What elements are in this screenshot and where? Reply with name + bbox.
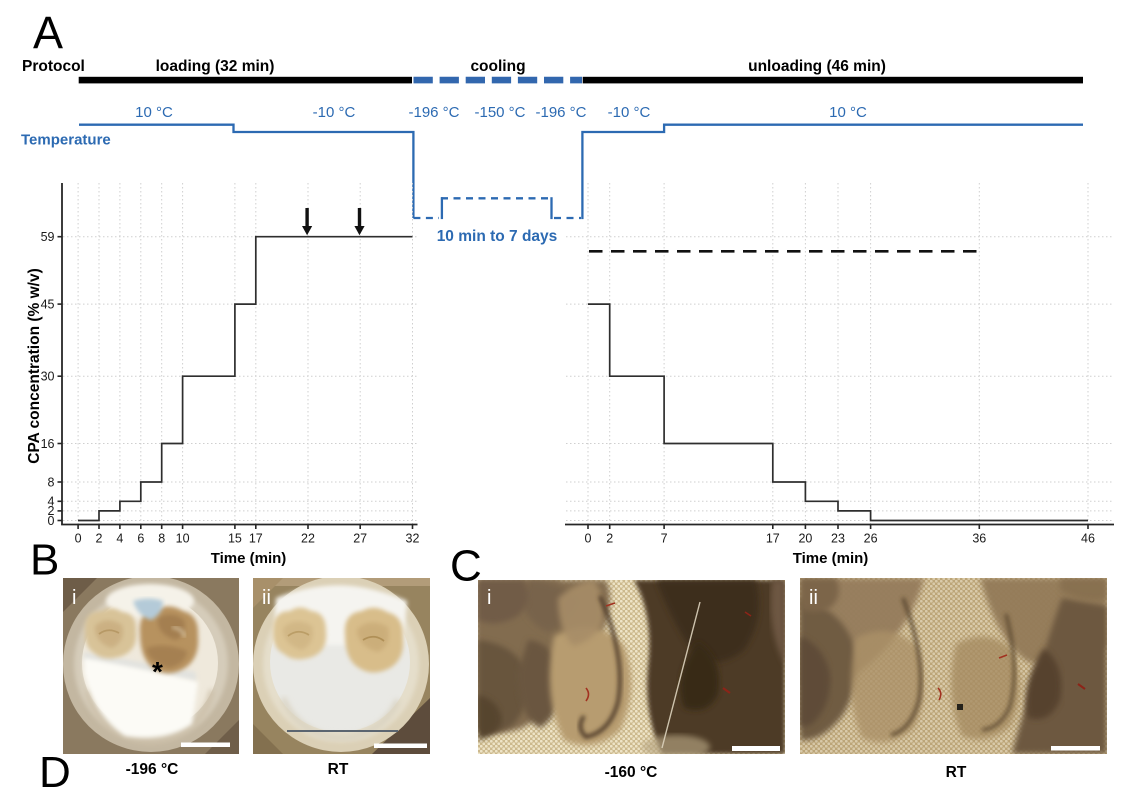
- svg-text:ii: ii: [262, 587, 271, 609]
- svg-text:-10 °C: -10 °C: [313, 104, 356, 121]
- svg-text:i: i: [72, 587, 76, 609]
- svg-text:RT: RT: [328, 761, 349, 778]
- svg-text:10: 10: [176, 532, 190, 546]
- svg-text:8: 8: [158, 532, 165, 546]
- svg-text:D: D: [39, 748, 71, 788]
- svg-text:Time (min): Time (min): [793, 550, 869, 567]
- svg-text:10 min to 7 days: 10 min to 7 days: [437, 228, 558, 245]
- svg-text:22: 22: [301, 532, 315, 546]
- svg-text:46: 46: [1081, 532, 1095, 546]
- svg-text:20: 20: [798, 532, 812, 546]
- svg-text:0: 0: [585, 532, 592, 546]
- svg-text:30: 30: [41, 370, 55, 384]
- svg-text:59: 59: [41, 230, 55, 244]
- svg-text:*: *: [152, 656, 163, 687]
- svg-text:-10 °C: -10 °C: [608, 104, 651, 121]
- svg-text:C: C: [450, 542, 482, 591]
- svg-text:32: 32: [406, 532, 420, 546]
- svg-text:16: 16: [41, 437, 55, 451]
- svg-text:cooling: cooling: [470, 58, 525, 75]
- svg-text:Temperature: Temperature: [21, 132, 111, 149]
- svg-text:-196 °C: -196 °C: [408, 104, 459, 121]
- svg-text:CPA concentration (% w/v): CPA concentration (% w/v): [26, 268, 43, 464]
- svg-text:2: 2: [96, 532, 103, 546]
- svg-text:-150 °C: -150 °C: [474, 104, 525, 121]
- svg-text:17: 17: [249, 532, 263, 546]
- svg-text:0: 0: [48, 514, 55, 528]
- svg-text:0: 0: [75, 532, 82, 546]
- svg-text:B: B: [30, 536, 59, 585]
- svg-text:unloading (46 min): unloading (46 min): [748, 58, 886, 75]
- svg-text:i: i: [487, 587, 491, 609]
- svg-text:-196 °C: -196 °C: [535, 104, 586, 121]
- svg-text:8: 8: [48, 475, 55, 489]
- svg-text:27: 27: [353, 532, 367, 546]
- svg-text:4: 4: [48, 495, 55, 509]
- svg-text:4: 4: [116, 532, 123, 546]
- svg-text:10 °C: 10 °C: [135, 104, 173, 121]
- svg-text:2: 2: [48, 504, 55, 518]
- svg-text:Protocol: Protocol: [22, 58, 85, 75]
- svg-text:36: 36: [972, 532, 986, 546]
- svg-text:Time (min): Time (min): [211, 550, 287, 567]
- svg-text:10 °C: 10 °C: [829, 104, 867, 121]
- svg-text:A: A: [33, 7, 63, 58]
- svg-text:23: 23: [831, 532, 845, 546]
- svg-text:loading (32 min): loading (32 min): [156, 58, 275, 75]
- svg-text:-160 °C: -160 °C: [605, 764, 658, 781]
- svg-text:45: 45: [41, 297, 55, 311]
- svg-text:RT: RT: [946, 764, 967, 781]
- svg-text:-196 °C: -196 °C: [126, 761, 179, 778]
- svg-text:6: 6: [137, 532, 144, 546]
- svg-text:2: 2: [606, 532, 613, 546]
- svg-text:15: 15: [228, 532, 242, 546]
- svg-text:17: 17: [766, 532, 780, 546]
- svg-text:26: 26: [864, 532, 878, 546]
- svg-text:ii: ii: [809, 587, 818, 609]
- svg-text:7: 7: [661, 532, 668, 546]
